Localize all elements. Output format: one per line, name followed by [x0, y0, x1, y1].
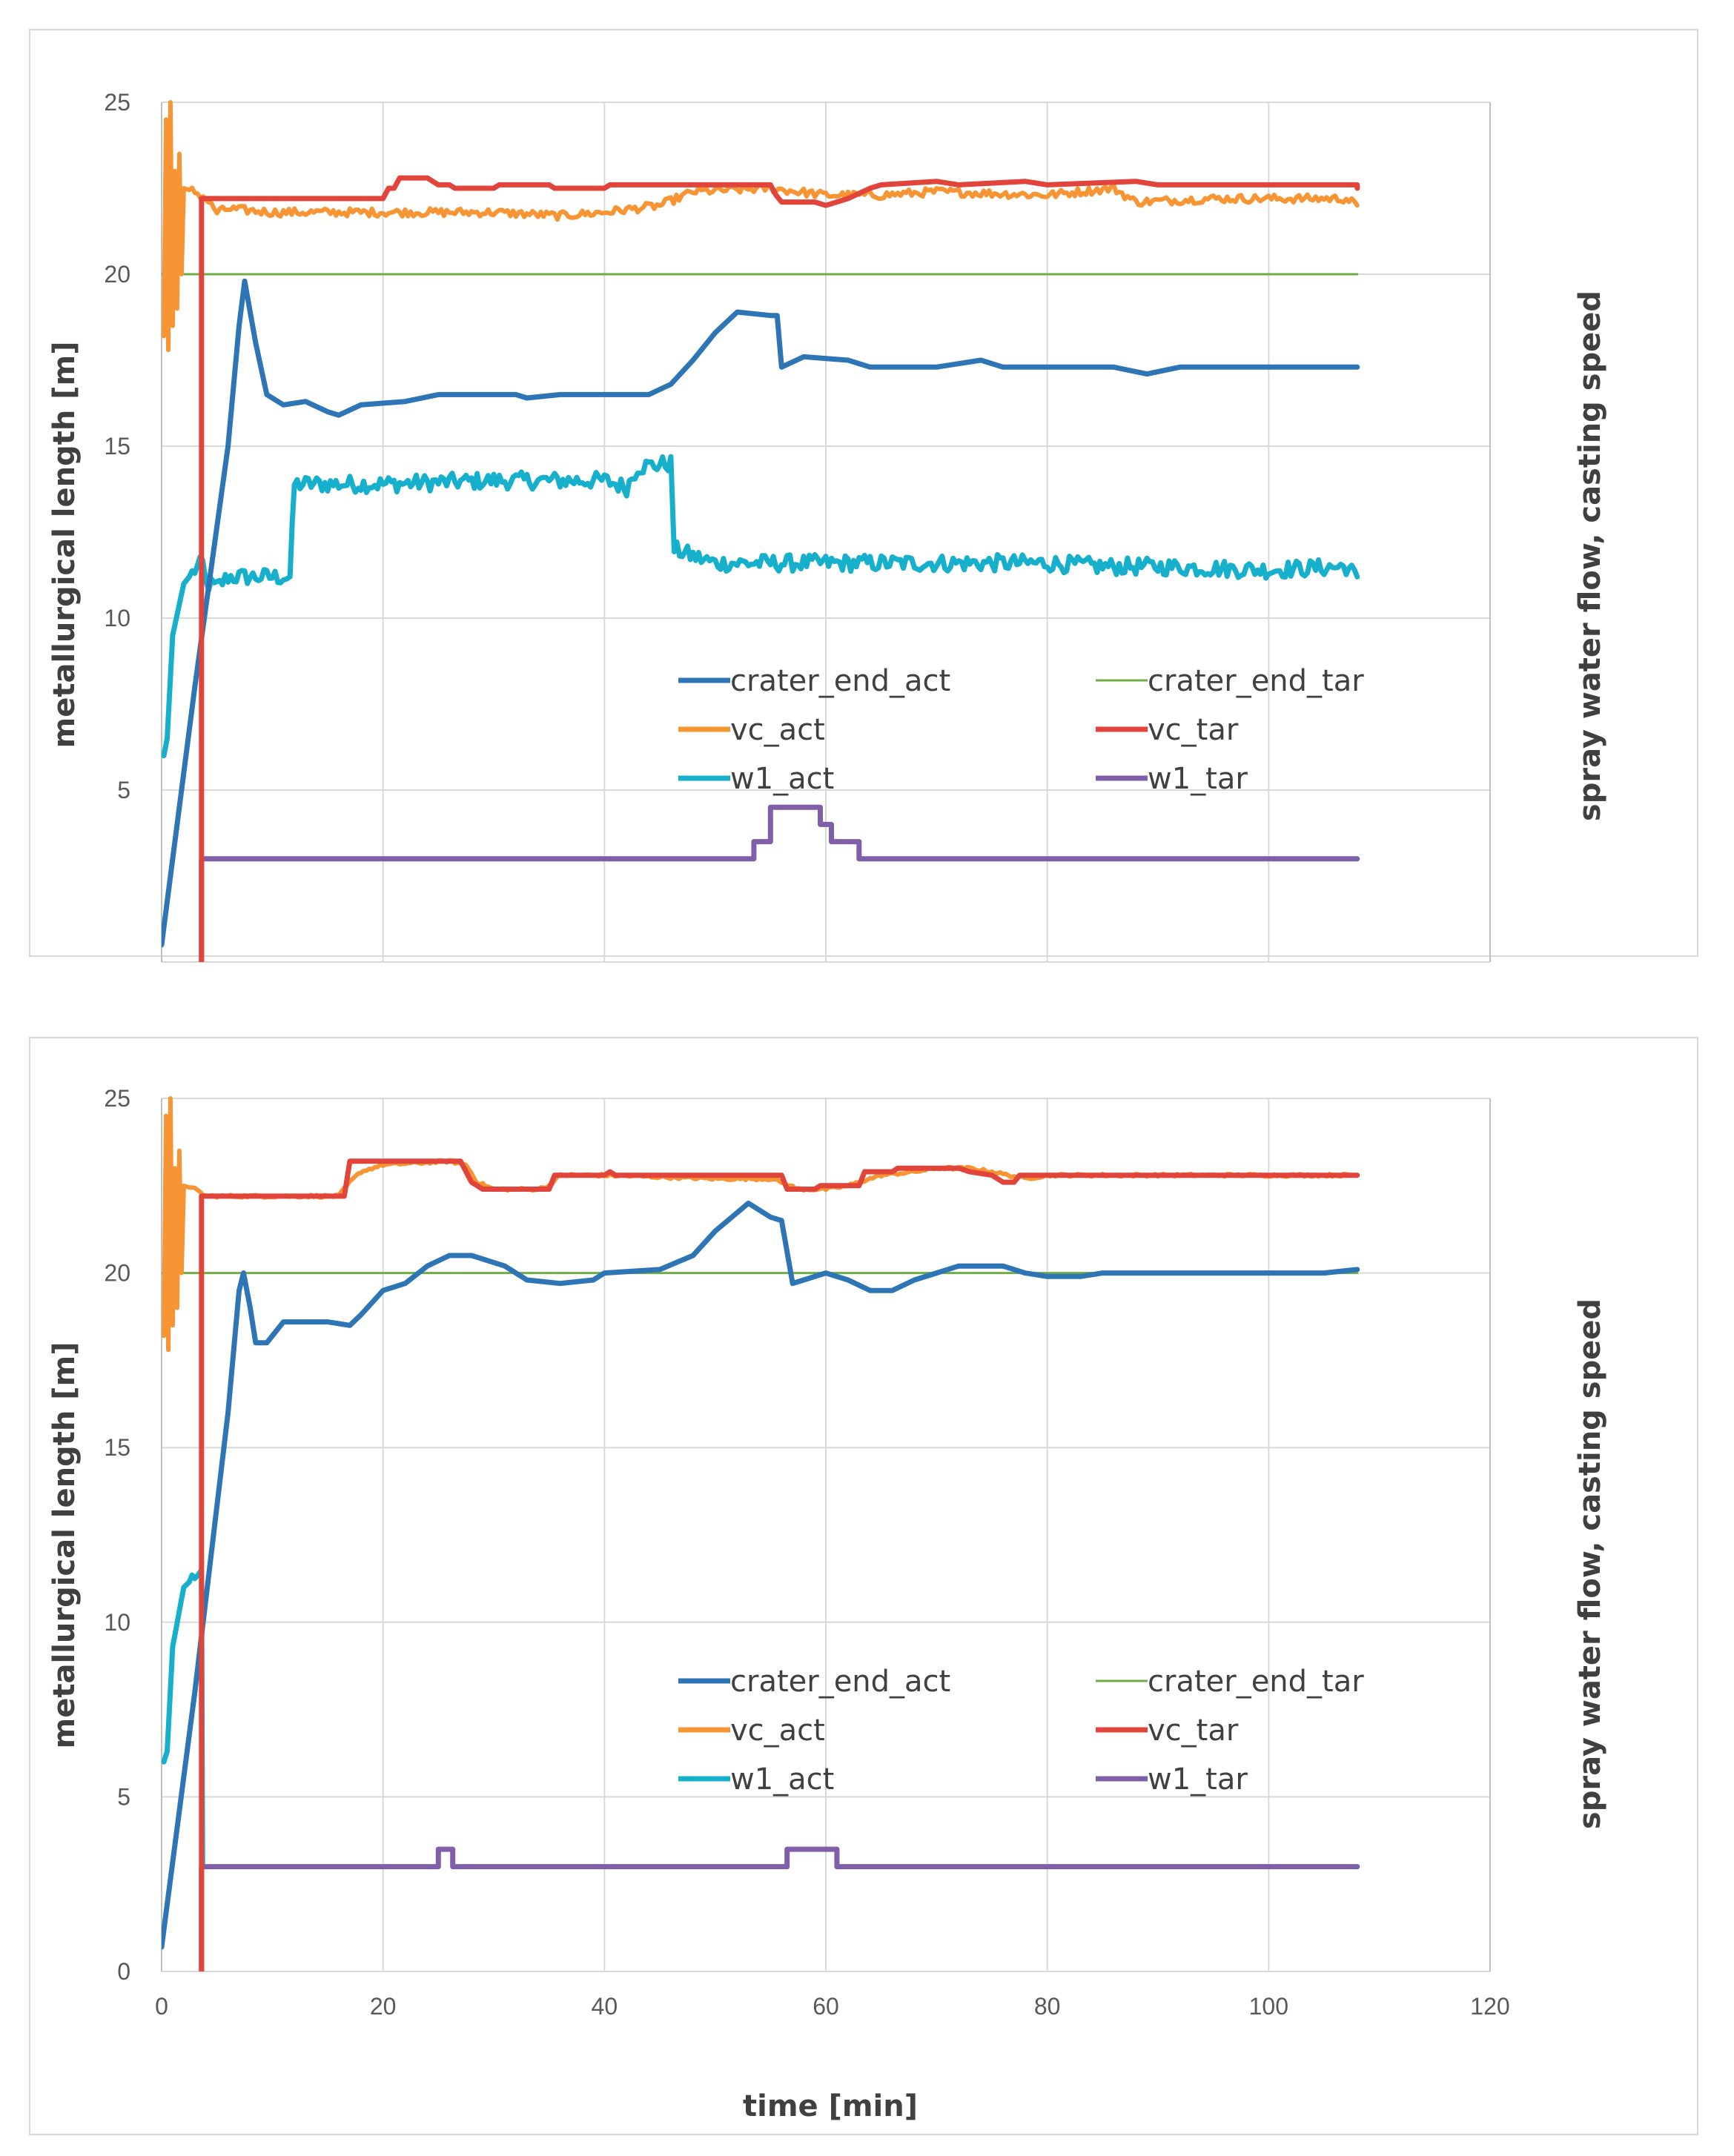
- series-line-w1-tar: [199, 804, 1360, 962]
- legend: crater_end_act crater_end_tar vc_act vc_tar…: [678, 1665, 1364, 1797]
- legend-label: w1_act: [730, 1762, 834, 1797]
- y-tick-label: 15: [104, 1434, 130, 1461]
- series-line-vc-tar: [199, 1158, 1360, 1971]
- legend-label: vc_tar: [1148, 1714, 1239, 1748]
- y-tick-label: 5: [117, 1783, 130, 1810]
- legend-label: crater_end_act: [730, 664, 950, 698]
- legend-label: w1_tar: [1148, 762, 1248, 796]
- x-tick-label: 40: [592, 1993, 618, 2020]
- series-line-w1-tar: [199, 1846, 1360, 1971]
- y-tick-label: 10: [104, 605, 130, 631]
- y-tick-label: 20: [104, 261, 130, 288]
- legend-label: vc_act: [730, 713, 825, 747]
- y-tick-label: 25: [104, 89, 130, 116]
- gridlines: [161, 102, 1491, 963]
- legend-label: crater_end_tar: [1148, 1665, 1364, 1699]
- legend: crater_end_act crater_end_tar vc_act vc_tar…: [678, 664, 1364, 796]
- legend-label: vc_tar: [1148, 713, 1239, 747]
- legend-label: w1_tar: [1148, 1762, 1248, 1797]
- series-line-vc-act: [162, 1096, 1360, 1353]
- top-y-axis-label: metallurgical length [m]: [47, 342, 82, 749]
- x-tick-label: 80: [1034, 1993, 1061, 2020]
- x-tick-label: 100: [1249, 1993, 1288, 2020]
- y-tick-label: 20: [104, 1260, 130, 1287]
- gridlines: [161, 1098, 1491, 1972]
- series-line-w1-act: [162, 454, 1360, 759]
- legend-label: crater_end_act: [730, 1665, 950, 1699]
- x-tick-label: 60: [813, 1993, 839, 2020]
- top-right-axis-label: spray water flow, casting speed: [1573, 291, 1607, 821]
- y-tick-label: 5: [117, 777, 130, 803]
- series-line-crater-end-act: [162, 278, 1360, 948]
- y-tick-label: 0: [117, 1958, 130, 1985]
- legend-label: crater_end_tar: [1148, 664, 1364, 698]
- y-tick-label: 10: [104, 1609, 130, 1636]
- series-line-crater-end-act: [162, 1200, 1360, 1950]
- top-chart-frame: [29, 29, 1698, 957]
- top-chart-panel: metallurgical length [m] spray water flo…: [29, 29, 1698, 963]
- x-tick-label: 20: [370, 1993, 397, 2020]
- series-line-w1-act: [162, 1567, 205, 1870]
- series-line-vc-tar: [199, 175, 1360, 962]
- x-tick-label: 0: [155, 1993, 168, 2020]
- bottom-right-axis-label: spray water flow, casting speed: [1573, 1298, 1607, 1829]
- y-tick-label: 15: [104, 433, 130, 460]
- legend-label: vc_act: [730, 1714, 825, 1748]
- bottom-chart-panel: metallurgical length [m] spray water flo…: [29, 1037, 1698, 2135]
- bottom-chart-frame: [29, 1037, 1698, 2135]
- legend-label: w1_act: [730, 762, 834, 796]
- bottom-y-axis-label: metallurgical length [m]: [47, 1342, 82, 1749]
- x-tick-label: 120: [1470, 1993, 1509, 2020]
- y-tick-label: 25: [104, 1085, 130, 1112]
- x-axis-label: time [min]: [743, 2089, 918, 2123]
